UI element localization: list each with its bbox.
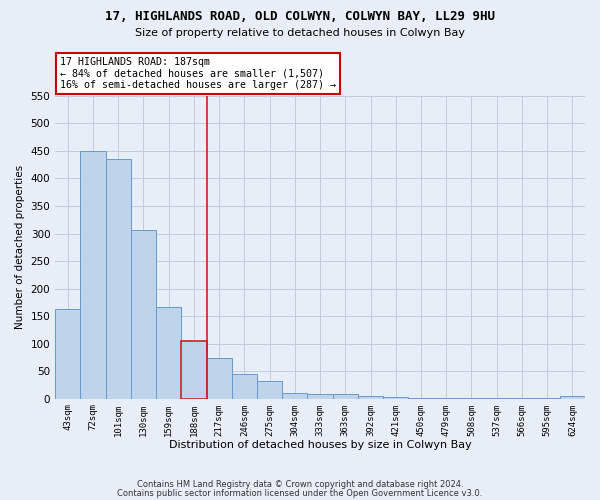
Bar bbox=[332, 394, 358, 398]
Bar bbox=[560, 396, 585, 398]
Bar bbox=[131, 230, 156, 398]
Text: 17 HIGHLANDS ROAD: 187sqm
← 84% of detached houses are smaller (1,507)
16% of se: 17 HIGHLANDS ROAD: 187sqm ← 84% of detac… bbox=[61, 56, 337, 90]
Text: Contains HM Land Registry data © Crown copyright and database right 2024.: Contains HM Land Registry data © Crown c… bbox=[137, 480, 463, 489]
Y-axis label: Number of detached properties: Number of detached properties bbox=[15, 165, 25, 330]
Bar bbox=[358, 396, 383, 398]
Text: Contains public sector information licensed under the Open Government Licence v3: Contains public sector information licen… bbox=[118, 488, 482, 498]
Bar bbox=[206, 358, 232, 399]
Bar bbox=[257, 380, 282, 398]
Text: 17, HIGHLANDS ROAD, OLD COLWYN, COLWYN BAY, LL29 9HU: 17, HIGHLANDS ROAD, OLD COLWYN, COLWYN B… bbox=[105, 10, 495, 23]
Bar bbox=[282, 393, 307, 398]
Bar bbox=[232, 374, 257, 398]
Bar bbox=[55, 309, 80, 398]
X-axis label: Distribution of detached houses by size in Colwyn Bay: Distribution of detached houses by size … bbox=[169, 440, 472, 450]
Bar bbox=[307, 394, 332, 398]
Bar bbox=[80, 151, 106, 398]
Bar bbox=[106, 158, 131, 398]
Bar bbox=[383, 397, 409, 398]
Bar bbox=[181, 341, 206, 398]
Bar bbox=[156, 307, 181, 398]
Text: Size of property relative to detached houses in Colwyn Bay: Size of property relative to detached ho… bbox=[135, 28, 465, 38]
